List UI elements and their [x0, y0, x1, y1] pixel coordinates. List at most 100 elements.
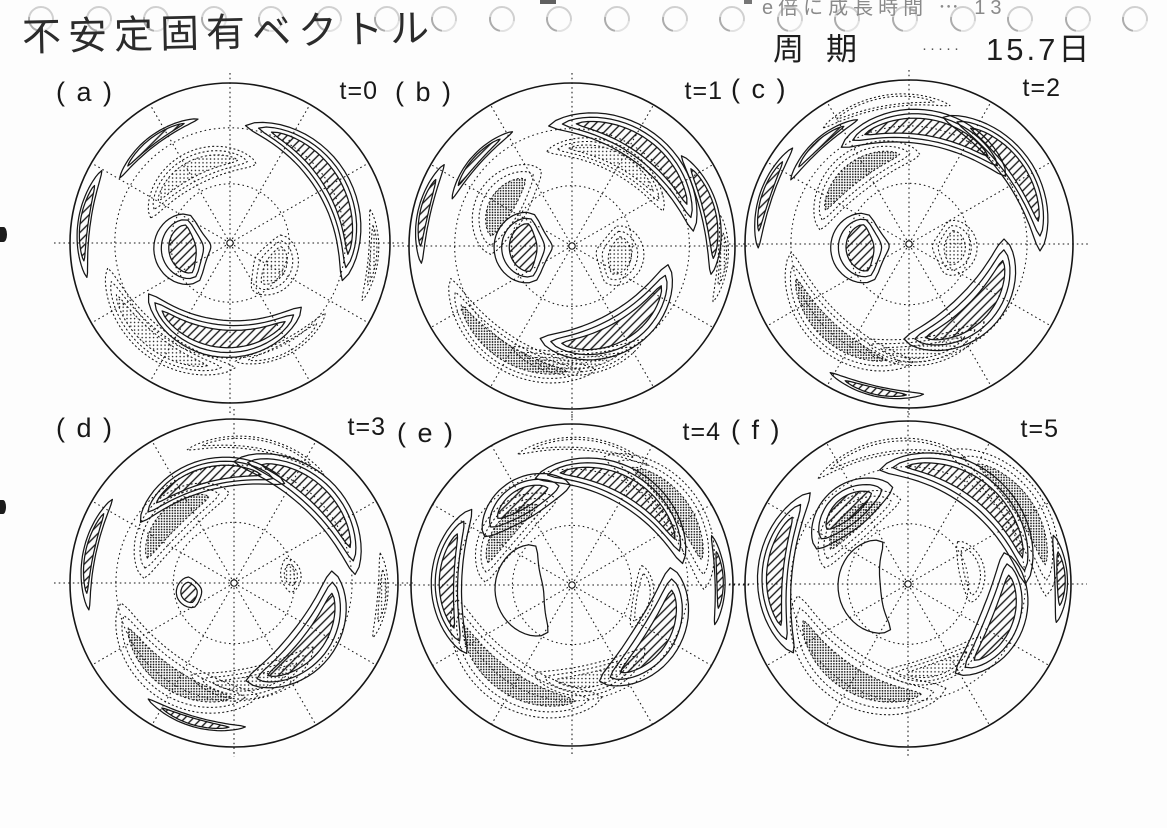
- contour-hatched: [790, 119, 859, 181]
- contour-stippled: [121, 615, 246, 708]
- graticule-line: [571, 584, 653, 725]
- contour-hatched: [942, 114, 1049, 252]
- contour-stippled: [931, 219, 978, 276]
- polar-stereographic-plot: [54, 409, 414, 757]
- contour-hatched: [155, 464, 262, 504]
- contour-hatched: [830, 212, 890, 284]
- contour-stippled: [795, 607, 935, 709]
- contour-stippled: [127, 627, 233, 703]
- binding-hole-icon: [483, 0, 520, 38]
- contour-hatched: [175, 576, 203, 609]
- graticule-line: [571, 445, 653, 586]
- contour-hatched: [924, 259, 1006, 341]
- contour-stippled: [947, 448, 1059, 597]
- contour-stippled: [905, 651, 968, 679]
- contour-hatched: [561, 116, 693, 219]
- graticule-line: [229, 162, 369, 244]
- contour-stippled: [717, 232, 728, 286]
- contour-stippled: [283, 563, 298, 587]
- panel-outer-circle: [408, 82, 736, 410]
- graticule-line: [91, 242, 231, 324]
- contour-stippled: [115, 602, 259, 714]
- latitude-circle: [511, 524, 633, 646]
- contour-hatched: [680, 155, 722, 275]
- contour-stippled: [535, 352, 621, 370]
- contour-hatched: [829, 371, 925, 400]
- binding-hole-icon: [1117, 0, 1154, 38]
- contour-hatched: [954, 552, 1029, 677]
- contour-hatched: [973, 574, 1017, 661]
- panel-time-label: t=2: [1022, 74, 1061, 102]
- graticule-line: [571, 104, 654, 247]
- graticule-line: [490, 104, 573, 247]
- contour-hatched: [257, 126, 358, 269]
- contour-stippled: [822, 93, 951, 129]
- contour-stippled: [880, 336, 966, 359]
- contour-hatched: [168, 224, 197, 274]
- contour-stippled: [147, 145, 257, 219]
- contour-stippled: [104, 267, 236, 376]
- contour-stippled: [449, 598, 603, 719]
- contour-hatched: [956, 120, 1045, 237]
- binding-hole-icon: [714, 0, 751, 38]
- panel-label: ( a ): [56, 77, 115, 107]
- scan-artifact: [540, 0, 556, 4]
- panel-outer-circle: [69, 418, 399, 748]
- contour-hatched: [539, 264, 674, 361]
- contour-hatched: [845, 224, 875, 272]
- polar-stereographic-plot: [54, 73, 406, 413]
- contour-stippled: [857, 321, 985, 367]
- contour-hatched: [905, 462, 1024, 559]
- latitude-circle: [790, 125, 1028, 363]
- contour-stippled: [631, 466, 704, 561]
- contour-hatched: [548, 112, 698, 232]
- contour-hatched: [247, 458, 357, 562]
- contour-hatched: [127, 122, 185, 167]
- contour-stippled: [110, 281, 222, 372]
- graticule-line: [490, 245, 573, 388]
- panel-label: ( d ): [56, 413, 115, 443]
- contour-stippled: [471, 163, 543, 256]
- latitude-circle: [115, 464, 353, 702]
- contour-stippled: [456, 611, 590, 713]
- graticule-line: [233, 440, 317, 584]
- graticule-line: [229, 242, 311, 382]
- contour-hatched: [78, 184, 96, 262]
- graticule-line: [571, 504, 712, 586]
- contour-hatched: [161, 310, 286, 349]
- graticule-line: [491, 584, 573, 725]
- contour-stippled: [144, 493, 210, 559]
- contour-stippled: [937, 225, 972, 271]
- contour-hatched: [837, 539, 892, 634]
- contour-stippled: [868, 329, 976, 363]
- contour-hatched: [161, 707, 230, 730]
- contour-stippled: [784, 251, 914, 372]
- contour-hatched: [798, 125, 845, 168]
- contour-hatched: [864, 117, 989, 157]
- scan-artifact: [0, 227, 7, 242]
- contour-hatched: [154, 302, 295, 354]
- contour-stippled: [554, 662, 630, 689]
- graticule-line: [151, 582, 235, 726]
- contour-hatched: [844, 380, 908, 398]
- contour-stippled: [157, 154, 239, 202]
- graticule-line: [491, 445, 573, 586]
- contour-hatched: [559, 466, 676, 540]
- contour-hatched: [765, 516, 793, 626]
- contour-stippled: [234, 312, 326, 365]
- polar-stereographic-plot: [729, 411, 1087, 757]
- panel-label: ( c ): [731, 74, 788, 104]
- contour-stippled: [568, 144, 654, 192]
- period-value: 15.7日: [986, 32, 1093, 67]
- contour-stippled: [255, 240, 294, 291]
- contour-hatched: [852, 113, 999, 167]
- contour-hatched: [80, 498, 114, 611]
- contour-hatched: [119, 118, 199, 179]
- contour-stippled: [186, 435, 325, 475]
- graticule-line: [229, 104, 311, 244]
- contour-stippled: [474, 492, 558, 583]
- contour-stippled: [556, 140, 660, 202]
- contour-stippled: [190, 646, 314, 700]
- contour-hatched: [756, 161, 784, 232]
- contour-stippled: [817, 489, 902, 569]
